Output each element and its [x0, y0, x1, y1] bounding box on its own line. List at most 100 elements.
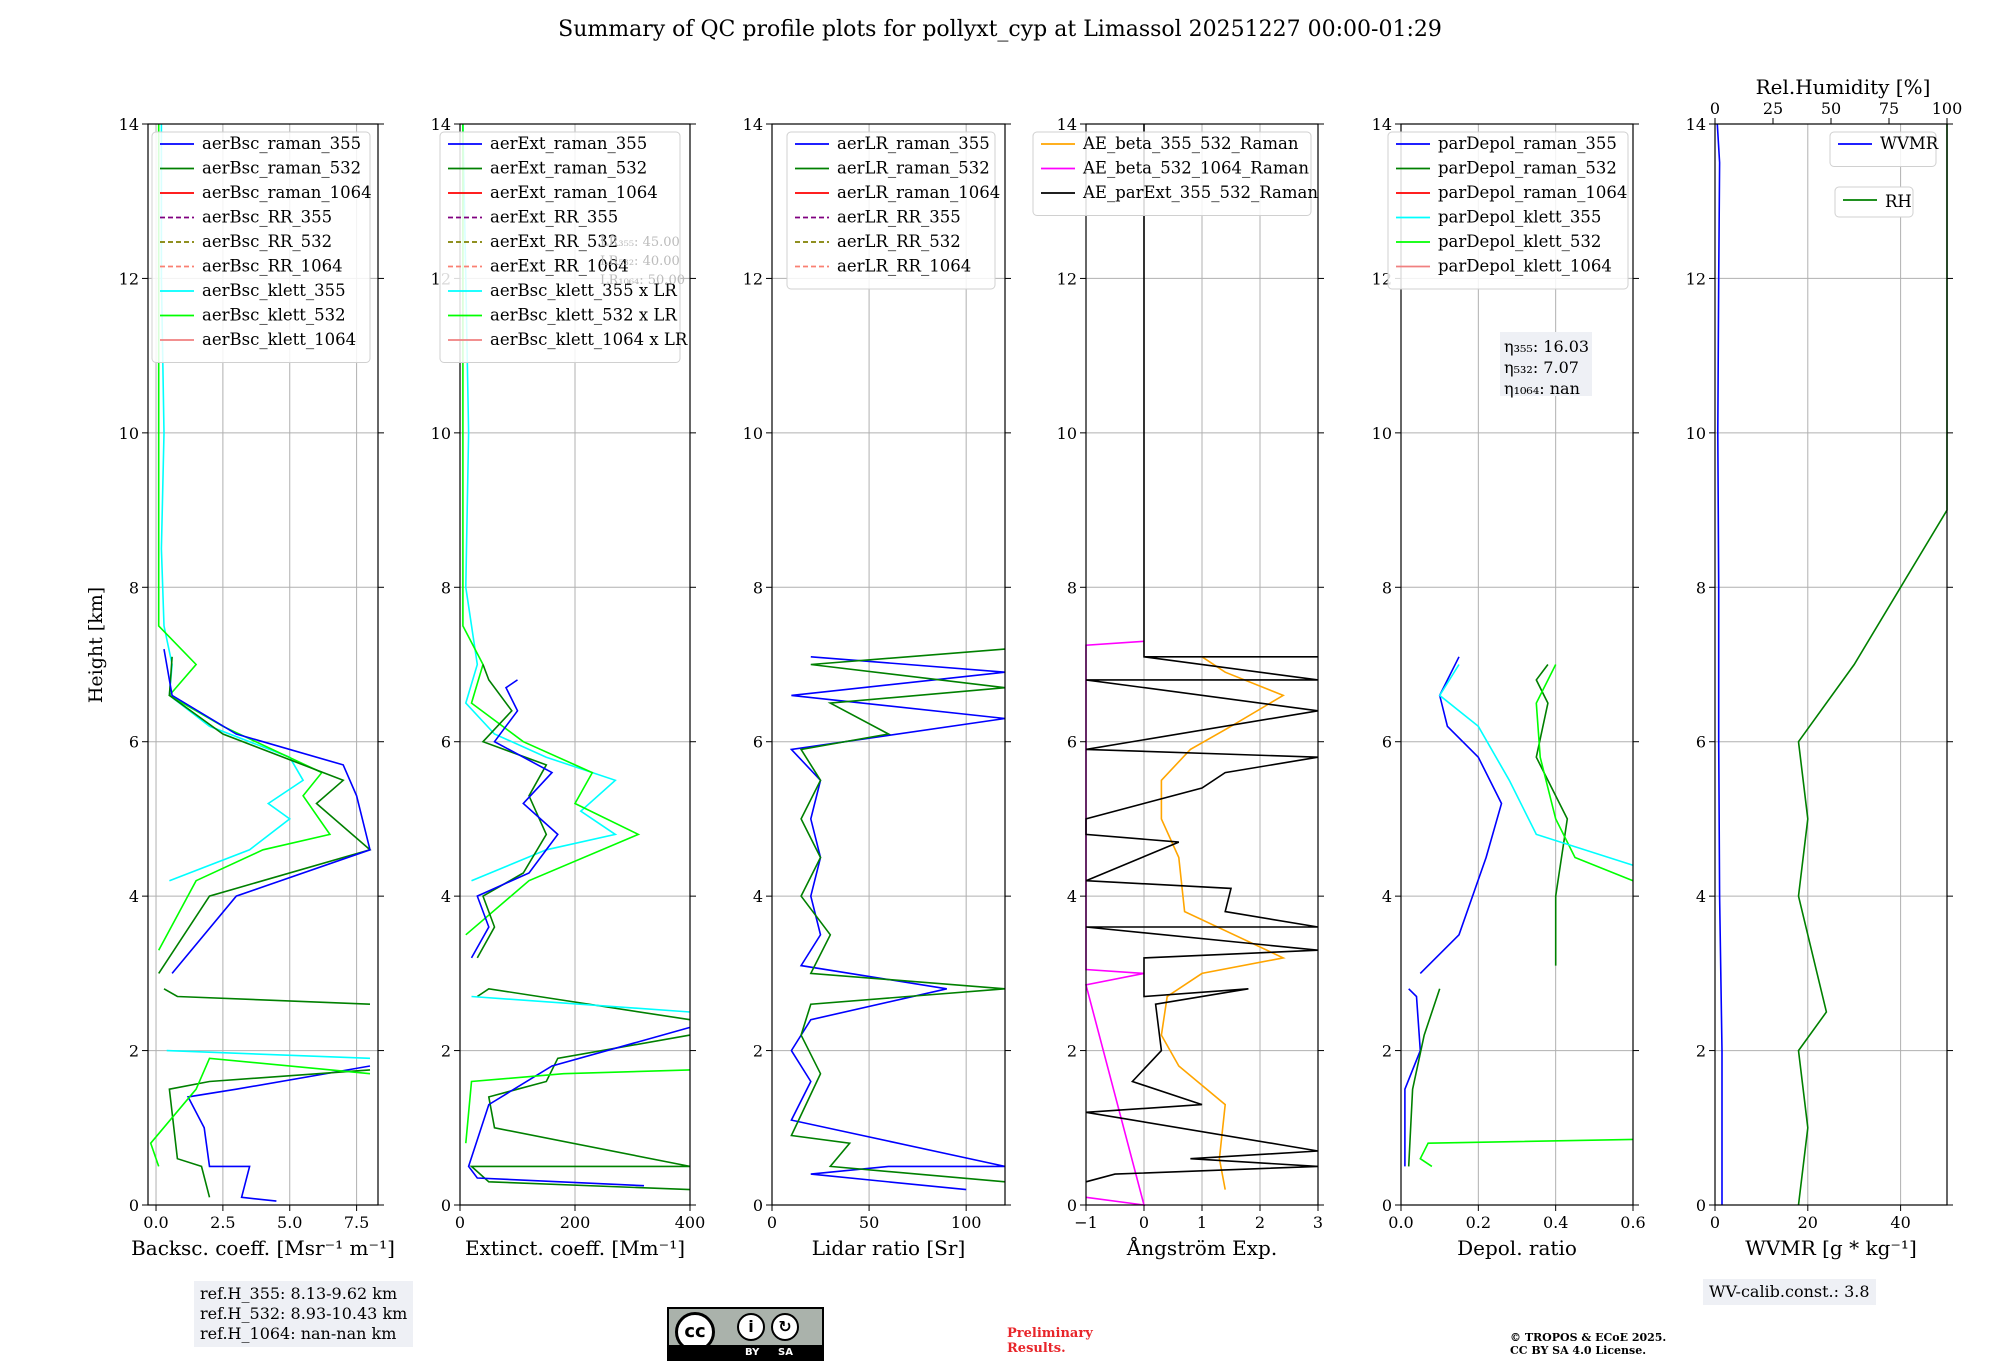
legend-entry: aerBsc_klett_532 — [202, 306, 346, 325]
x-tick-label: 3 — [1313, 1213, 1323, 1232]
legend-entry: aerLR_raman_1064 — [837, 183, 1000, 202]
legend-entry: AE_parExt_355_532_Raman — [1082, 183, 1318, 202]
y-tick-label: 10 — [431, 424, 451, 443]
rh-legend-entry: RH — [1885, 192, 1912, 211]
x-tick-label: 0 — [1139, 1213, 1149, 1232]
y-tick-label: 14 — [1372, 115, 1392, 134]
panel-2: 024681012140200400Extinct. coeff. [Mm⁻¹]… — [431, 115, 706, 1260]
y-tick-label: 10 — [1057, 424, 1077, 443]
y-tick-label: 10 — [1372, 424, 1392, 443]
legend-frame — [1032, 131, 1312, 216]
series-line-parDepol_low_g — [1407, 988, 1441, 1167]
y-tick-label: 14 — [431, 115, 451, 134]
legend-entry: aerBsc_klett_355 — [202, 281, 346, 300]
legend-entry: aerBsc_klett_355 x LR — [490, 281, 677, 300]
legend-entry: aerLR_RR_355 — [837, 208, 961, 227]
y-tick-label: 0 — [1382, 1196, 1392, 1215]
y-tick-label: 4 — [129, 887, 139, 906]
series-line-aerBsc_raman_532_low — [168, 1069, 371, 1198]
y-tick-label: 8 — [129, 578, 139, 597]
y-tick-label: 14 — [1057, 115, 1077, 134]
x-axis-label: Backsc. coeff. [Msr⁻¹ m⁻¹] — [131, 1236, 395, 1260]
series-line-aerLR_raman_532 — [790, 648, 1006, 1183]
legend: AE_beta_355_532_Raman AE_beta_532_1064_Ra… — [1032, 131, 1318, 216]
ref-height-box: ref.H_355: 8.13-9.62 km ref.H_532: 8.93-… — [194, 1281, 414, 1347]
x-axis-label: Extinct. coeff. [Mm⁻¹] — [465, 1236, 685, 1260]
rh-legend: RH — [1834, 186, 1914, 218]
x-axis-label: Ångström Exp. — [1126, 1235, 1277, 1260]
y-tick-label: 2 — [753, 1042, 763, 1061]
axes-frame — [1400, 123, 1634, 1206]
legend-entry: parDepol_raman_1064 — [1438, 183, 1627, 202]
x-axis-label: Depol. ratio — [1457, 1236, 1577, 1260]
legend-frame — [786, 131, 996, 290]
legend-entry: aerBsc_klett_1064 x LR — [490, 330, 688, 349]
y-tick-label: 0 — [753, 1196, 763, 1215]
y-tick-label: 0 — [129, 1196, 139, 1215]
series-line-klett355xLR — [462, 123, 618, 882]
y-tick-label: 4 — [753, 887, 763, 906]
lidar-ratio-note: LR₃₅₅: 45.00 — [600, 235, 680, 250]
series-line-parDepol_raman_532 — [1535, 664, 1569, 966]
y-tick-label: 12 — [119, 269, 139, 288]
legend-entry: aerBsc_klett_1064 — [202, 330, 356, 349]
x-tick-label: 100 — [951, 1213, 982, 1232]
wv-calib-const: WV-calib.const.: 3.8 — [1709, 1282, 1870, 1301]
legend-entry: aerBsc_raman_1064 — [202, 183, 372, 202]
series-line-klett532xLR — [462, 124, 641, 936]
legend-entry: parDepol_klett_532 — [1438, 232, 1601, 251]
y-tick-label: 10 — [743, 424, 763, 443]
series-line-aerLR_raman_355 — [789, 656, 1006, 1191]
lidar-ratio-note: LR₅₃₂: 40.00 — [600, 254, 680, 269]
by-person-icon: i — [737, 1313, 765, 1341]
series-line-parDepol_klett_532 — [1535, 664, 1634, 882]
legend-frame — [439, 131, 681, 363]
series-line-aerBsc_raman_532 — [158, 656, 372, 974]
cc-license-badge: cc i ↻ BY SA — [667, 1307, 824, 1361]
legend-entry: aerExt_RR_1064 — [490, 257, 629, 276]
preliminary-results-note: Preliminary Results. — [1007, 1326, 1093, 1356]
y-tick-label: 2 — [129, 1042, 139, 1061]
y-tick-label: 8 — [1382, 578, 1392, 597]
y-tick-label: 8 — [1067, 578, 1077, 597]
rh-legend-frame — [1834, 186, 1914, 218]
series-line-raman_low_c — [476, 987, 691, 1021]
x-tick-label: 0 — [767, 1213, 777, 1232]
legend-entry: aerBsc_raman_532 — [202, 159, 361, 178]
x-tick-label: −1 — [1074, 1213, 1098, 1232]
axes-frame — [771, 123, 1006, 1206]
x-tick-label: 5.0 — [277, 1213, 302, 1232]
panel-3: 0 2 4 6 8 10 12 14 0 50 100 Lidar ratio [Sr] aerLR_r… — [743, 115, 1011, 1260]
y-tick-label: 0 — [1067, 1196, 1077, 1215]
eta-value: η₃₅₅: 16.03 — [1504, 337, 1589, 356]
x-tick-label: 40 — [1890, 1213, 1910, 1232]
series-line-aerBsc_raman_355 — [163, 648, 371, 974]
x-tick-label: 400 — [675, 1213, 706, 1232]
cc-sa-label: SA — [778, 1347, 793, 1358]
panel-5: 0 2 4 6 8 10 12 14 0.0 0.2 0.4 0.6 Depol. ratio parDe… — [1372, 115, 1646, 1260]
y-tick-label: 4 — [1382, 887, 1392, 906]
figure-title: Summary of QC profile plots for pollyxt_… — [558, 17, 1442, 42]
axes-frame — [147, 123, 379, 1206]
x-tick-label: 0.0 — [143, 1213, 168, 1232]
legend-entry: aerLR_RR_532 — [837, 232, 961, 251]
sa-share-icon: ↻ — [771, 1313, 799, 1341]
series-line-aerBsc_klett_low — [149, 1057, 371, 1167]
y-axis-label: Height [km] — [85, 587, 107, 703]
legend-entry: aerBsc_raman_355 — [202, 134, 361, 153]
x-axis-label: Lidar ratio [Sr] — [812, 1236, 966, 1260]
legend: WVMR — [1829, 131, 1939, 167]
legend-entry: aerExt_raman_355 — [490, 134, 647, 153]
legend-frame — [1829, 131, 1937, 167]
copyright-line-1: © TROPOS & ECoE 2025. — [1510, 1331, 1667, 1344]
legend-entry: aerExt_raman_532 — [490, 159, 647, 178]
y-tick-label: 0 — [1696, 1196, 1706, 1215]
series-line-aerBsc_raman_low_spike — [163, 988, 371, 1005]
y-tick-label: 0 — [441, 1196, 451, 1215]
legend-entry: aerLR_RR_1064 — [837, 257, 971, 276]
top-x-axis-label: Rel.Humidity [%] — [1756, 75, 1931, 99]
x-tick-label: 1 — [1197, 1213, 1207, 1232]
eta-value: η₅₃₂: 7.07 — [1504, 358, 1579, 377]
legend-entry: aerExt_RR_532 — [490, 232, 618, 251]
